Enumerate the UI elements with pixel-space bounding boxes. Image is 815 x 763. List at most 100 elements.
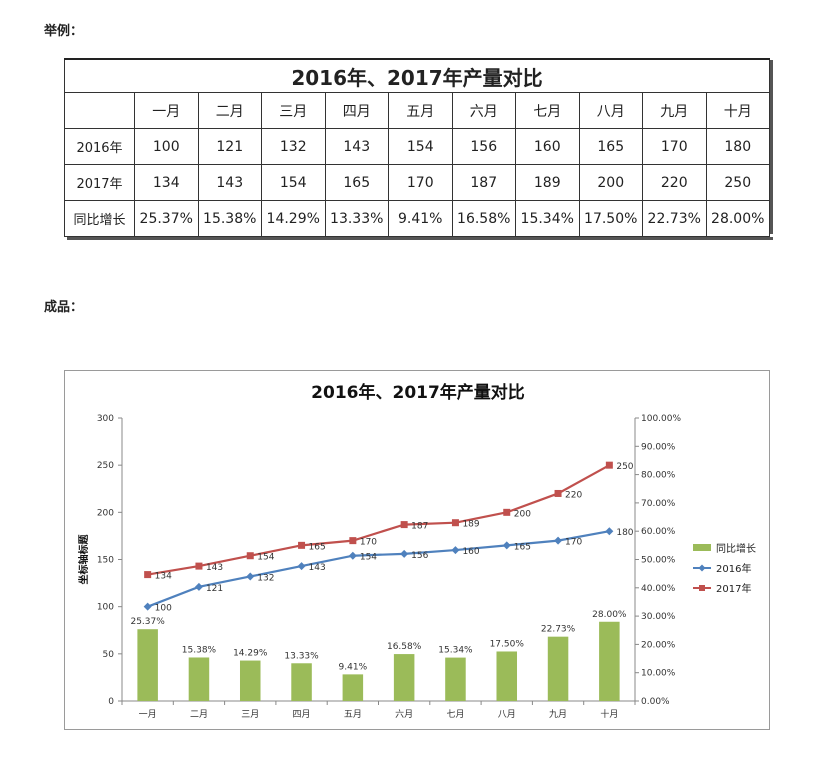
bar-data-label: 9.41%: [339, 662, 368, 672]
line-point: [400, 521, 408, 529]
table-cell: 165: [324, 164, 389, 201]
x-tick-label: 二月: [190, 709, 208, 720]
line-point: [348, 551, 357, 560]
line-point: [554, 489, 562, 497]
table-cell: 170: [642, 128, 707, 165]
example-label: 举例：: [44, 24, 84, 39]
y2-tick-label: 80.00%: [641, 471, 676, 481]
result-label: 成品：: [44, 300, 84, 315]
table-cell: 14.29%: [261, 200, 326, 237]
y2-tick-label: 10.00%: [641, 669, 676, 679]
bar-data-label: 16.58%: [387, 642, 422, 652]
x-tick-label: 一月: [139, 709, 157, 720]
table-cell: 121: [197, 128, 262, 165]
line-point: [144, 571, 152, 579]
y-tick-label: 100: [97, 603, 114, 613]
line-data-label: 134: [155, 572, 172, 582]
y2-tick-label: 50.00%: [641, 556, 676, 566]
bar: [342, 674, 364, 701]
table-cell: 13.33%: [324, 200, 389, 237]
line-data-label: 160: [462, 547, 479, 557]
table-month-header: 六月: [451, 92, 516, 129]
y-axis-title: 坐标轴标题: [77, 534, 90, 585]
line-data-label: 143: [309, 563, 326, 573]
line-point: [451, 519, 459, 527]
bar: [291, 663, 312, 701]
line-point: [195, 562, 203, 570]
table-cell: 156: [451, 128, 516, 165]
line-data-label: 200: [514, 509, 531, 519]
bar: [188, 657, 210, 701]
y-tick-label: 300: [97, 414, 114, 424]
bar-data-label: 13.33%: [284, 651, 319, 661]
line-data-label: 189: [462, 520, 479, 530]
line-point: [400, 549, 409, 558]
line-data-label: 132: [257, 573, 274, 583]
table-cell: 16.58%: [451, 200, 516, 237]
combo-chart: 2016年、2017年产量对比 0 50 100 150 200 250 300 0.00% 1…: [77, 382, 756, 720]
bar: [445, 657, 466, 701]
line-data-label: 220: [565, 490, 582, 500]
table-cell: 22.73%: [642, 200, 707, 237]
legend-swatch: [693, 544, 711, 551]
table-row: 2016年 100 121 132 143 154 156 160 165 170 180: [64, 128, 770, 165]
line-data-label: 121: [206, 584, 223, 594]
line-data-label: 180: [616, 528, 633, 538]
table-month-header: 十月: [705, 92, 770, 129]
table-row-label: 同比增长: [64, 200, 135, 237]
bar: [239, 660, 261, 701]
table-cell: 154: [261, 164, 326, 201]
line-point: [143, 602, 152, 611]
line-point: [298, 541, 306, 549]
table-header-row: 一月 二月 三月 四月 五月 六月 七月 八月 九月 十月: [64, 92, 770, 129]
line-data-label: 154: [257, 553, 274, 563]
table-cell: 200: [578, 164, 643, 201]
line-point: [297, 562, 306, 571]
table-row-label: 2017年: [64, 164, 135, 201]
line-point: [194, 582, 203, 591]
line-point: [246, 552, 254, 560]
table-month-header: 七月: [515, 92, 580, 129]
table-cell: 25.37%: [134, 200, 199, 237]
bar: [547, 636, 569, 701]
x-tick-label: 三月: [241, 709, 259, 720]
production-table: 2016年、2017年产量对比 一月 二月 三月 四月 五月 六月 七月 八月 九月 十月 201…: [64, 58, 773, 240]
y2-tick-label: 0.00%: [641, 697, 670, 707]
line-point: [349, 537, 357, 545]
table-cell: 15.38%: [197, 200, 262, 237]
table-cell: 28.00%: [705, 200, 770, 237]
bar-data-label: 28.00%: [592, 610, 627, 620]
y2-tick-label: 90.00%: [641, 442, 676, 452]
line-data-label: 165: [514, 542, 531, 552]
bar-data-label: 25.37%: [130, 617, 165, 627]
table-month-header: 二月: [197, 92, 262, 129]
x-tick-label: 九月: [549, 709, 567, 720]
table-cell: 180: [705, 128, 770, 165]
y2-tick-label: 30.00%: [641, 612, 676, 622]
chart-frame: 2016年、2017年产量对比 0 50 100 150 200 250 300 0.00% 1…: [64, 370, 770, 730]
bar-data-label: 15.38%: [182, 645, 217, 655]
y-tick-label: 250: [97, 461, 114, 471]
legend-entry: 同比增长: [716, 542, 756, 555]
table-month-header: 五月: [388, 92, 453, 129]
table-cell: 100: [134, 128, 199, 165]
x-tick-label: 七月: [446, 709, 464, 720]
line-data-label: 250: [616, 462, 633, 472]
line-point: [605, 461, 613, 469]
table-row: 同比增长 25.37% 15.38% 14.29% 13.33% 9.41% 16.58% 1…: [64, 200, 770, 237]
line-data-label: 187: [411, 522, 428, 532]
y2-tick-label: 60.00%: [641, 527, 676, 537]
table-cell: 143: [197, 164, 262, 201]
y2-tick-label: 70.00%: [641, 499, 676, 509]
table-month-header: 九月: [642, 92, 707, 129]
table-month-header: 一月: [134, 92, 199, 129]
bar: [137, 629, 158, 701]
table-row-label: 2016年: [64, 128, 135, 165]
legend-entry: 2017年: [716, 582, 751, 595]
line-series: [147, 464, 610, 576]
bar: [599, 621, 620, 701]
line-data-label: 154: [360, 553, 377, 563]
table-shadow-right: [770, 60, 773, 234]
y-tick-label: 0: [108, 697, 114, 707]
table-shadow-bottom: [67, 237, 773, 240]
